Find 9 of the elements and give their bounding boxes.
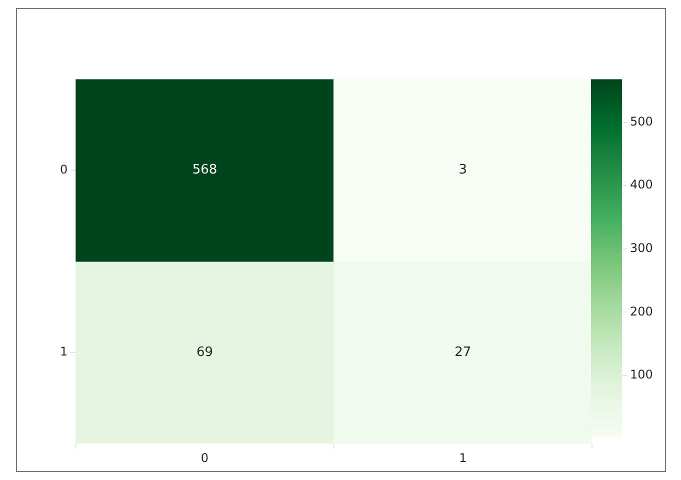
color-bar-label: 400	[630, 178, 653, 192]
color-bar-label: 300	[630, 241, 653, 256]
data-label: 568	[192, 162, 218, 178]
color-bar-label: 100	[630, 368, 653, 382]
data-label: 69	[196, 344, 213, 360]
color-bar-label: 200	[630, 304, 653, 318]
data-label: 3	[458, 162, 468, 178]
data-label: 27	[454, 344, 472, 360]
color-bar-label: 500	[630, 114, 653, 128]
